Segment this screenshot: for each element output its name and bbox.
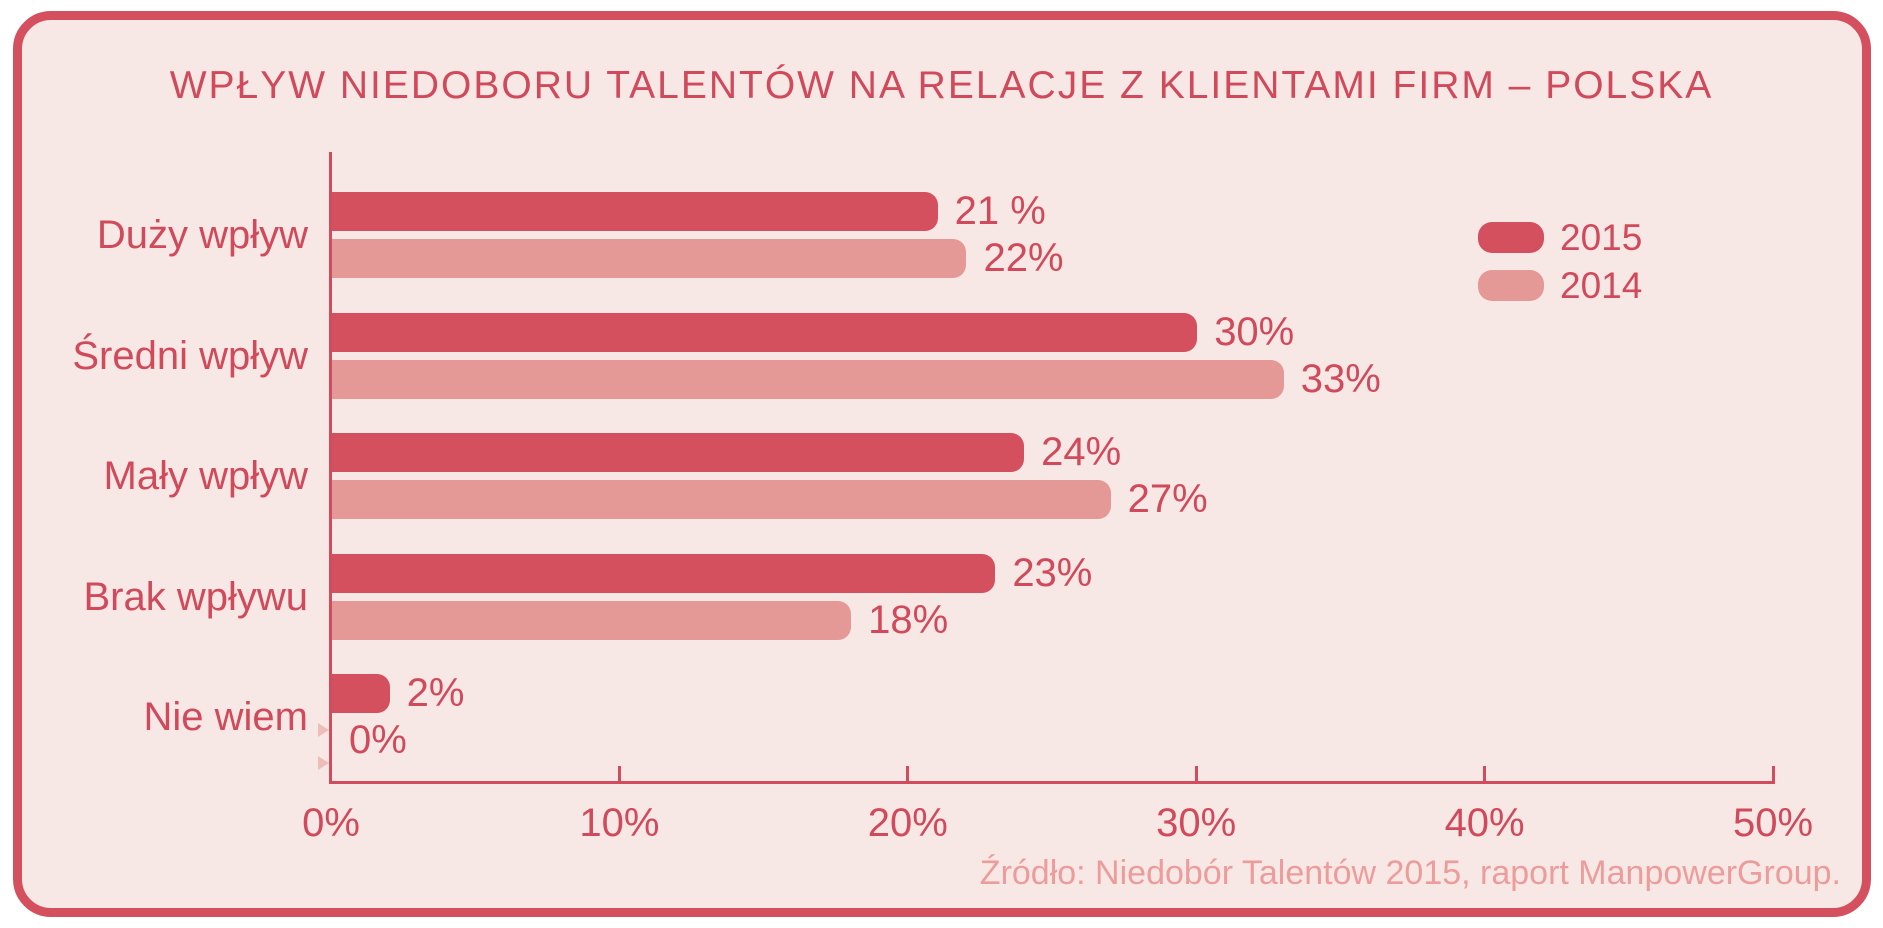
bar-2014-4 bbox=[332, 600, 852, 640]
legend-swatch-2015 bbox=[1478, 222, 1544, 253]
x-axis-tick bbox=[1483, 766, 1487, 781]
value-label: 0% bbox=[349, 718, 407, 762]
bar-2014-3 bbox=[332, 480, 1111, 519]
x-axis-tick bbox=[617, 766, 621, 781]
x-axis-tick bbox=[1194, 766, 1198, 781]
x-axis-tick-label: 0% bbox=[302, 801, 360, 845]
value-label: 30% bbox=[1214, 309, 1295, 354]
bar-2015-4 bbox=[332, 553, 996, 593]
value-label: 22% bbox=[983, 236, 1064, 280]
value-label: 24% bbox=[1041, 430, 1122, 474]
x-axis-tick bbox=[1771, 766, 1775, 781]
x-axis-tick-label: 50% bbox=[1732, 801, 1814, 845]
x-axis-tick-label: 40% bbox=[1444, 801, 1525, 845]
bar-2015-5 bbox=[332, 674, 390, 713]
zero-bar-marker bbox=[318, 723, 329, 737]
bar-2015-1 bbox=[332, 192, 938, 231]
x-axis-tick bbox=[906, 766, 910, 781]
x-axis-line bbox=[329, 781, 1775, 784]
value-label: 21 % bbox=[954, 189, 1046, 233]
value-label: 18% bbox=[868, 597, 949, 642]
bar-2014-1 bbox=[332, 239, 967, 278]
bar-2015-2 bbox=[332, 312, 1198, 352]
zero-bar-marker bbox=[318, 756, 329, 770]
category-label: Mały wpływ bbox=[103, 454, 308, 498]
value-label: 23% bbox=[1012, 550, 1093, 595]
value-label: 2% bbox=[406, 671, 465, 715]
y-axis-line bbox=[329, 152, 332, 784]
x-axis-tick-label: 30% bbox=[1156, 801, 1237, 845]
legend-label-2014: 2014 bbox=[1560, 265, 1643, 306]
bar-2014-2 bbox=[332, 359, 1284, 399]
category-label: Brak wpływu bbox=[83, 574, 308, 619]
source-note: Źródło: Niedobór Talentów 2015, raport M… bbox=[979, 854, 1841, 892]
value-label: 27% bbox=[1127, 477, 1208, 521]
category-label: Nie wiem bbox=[143, 695, 308, 739]
category-label: Średni wpływ bbox=[72, 333, 308, 378]
value-label: 33% bbox=[1300, 356, 1381, 401]
x-axis-tick-label: 10% bbox=[579, 801, 660, 845]
legend-label-2015: 2015 bbox=[1560, 217, 1643, 258]
bar-2015-3 bbox=[332, 433, 1025, 472]
chart-title: WPŁYW NIEDOBORU TALENTÓW NA RELACJE Z KL… bbox=[169, 64, 1714, 107]
legend-swatch-2014 bbox=[1478, 270, 1544, 301]
category-label: Duży wpływ bbox=[96, 213, 308, 257]
x-axis-tick-label: 20% bbox=[867, 801, 948, 845]
